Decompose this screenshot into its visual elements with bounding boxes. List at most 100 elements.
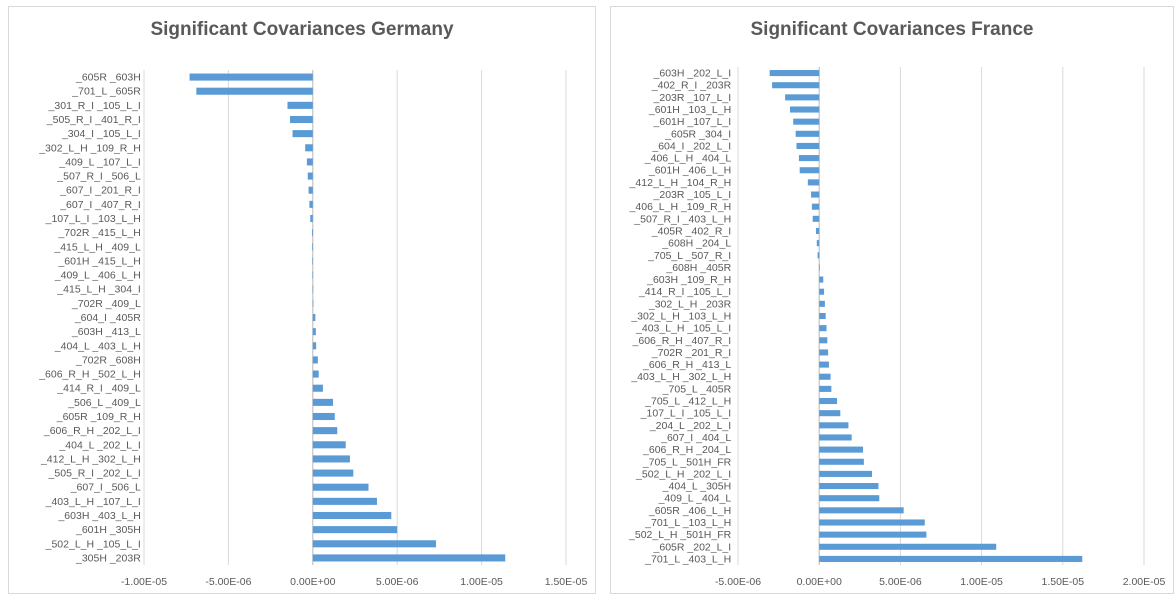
germany-category-label: _505_R_I _401_R_I — [46, 114, 141, 126]
france-category-label: _606_R_H _413_L — [642, 359, 731, 371]
france-bar — [819, 337, 828, 344]
germany-bar — [196, 87, 313, 95]
france-bar — [819, 276, 824, 283]
france-bar — [819, 300, 825, 307]
germany-category-label: _607_I _201_R_I — [59, 185, 141, 197]
france-category-label: _405R _402_R_I — [651, 225, 731, 237]
germany-bar — [312, 526, 398, 534]
germany-bar — [312, 540, 437, 548]
germany-category-label: _412_L_H _302_L_H — [40, 453, 141, 465]
france-category-label: _605R _406_L_H — [648, 505, 731, 517]
france-bar — [819, 543, 997, 550]
germany-category-label: _404_L _202_L_I — [58, 439, 140, 451]
france-category-label: _605R _202_L_I — [653, 541, 732, 553]
france-category-label: _705_L _507_R_I — [647, 250, 731, 262]
germany-bar — [311, 229, 313, 237]
france-category-label: _601H _103_L_H — [648, 104, 731, 116]
germany-bar — [312, 356, 318, 364]
germany-category-label: _507_R_I _506_L — [56, 171, 141, 183]
germany-x-tick-label: 0.00E+00 — [290, 576, 335, 588]
france-bar — [798, 155, 820, 162]
france-category-label: _701_L _103_L_H — [644, 517, 731, 529]
germany-bar — [308, 186, 313, 194]
germany-category-label: _605R _603H — [75, 72, 141, 84]
france-bar — [819, 458, 864, 465]
france-bar — [799, 167, 820, 174]
france-bar — [785, 94, 820, 101]
france-x-tick-label: 2.00E-05 — [1123, 576, 1166, 588]
france-x-tick-label: 1.00E-05 — [960, 576, 1003, 588]
germany-category-label: _607_I _407_R_I — [59, 199, 141, 211]
france-bar — [815, 227, 820, 235]
france-bar — [819, 507, 904, 514]
france-category-label: _603H _109_R_H — [646, 274, 731, 286]
germany-category-label: _409_L _107_L_I — [58, 156, 140, 168]
france-bar — [796, 142, 820, 149]
germany-bar — [312, 271, 314, 279]
france-bar — [819, 410, 841, 417]
germany-bar — [312, 483, 369, 491]
germany-bar — [312, 313, 316, 322]
germany-bar — [312, 370, 319, 378]
germany-x-tick-label: -5.00E-06 — [205, 576, 251, 588]
germany-bar — [312, 243, 313, 251]
germany-category-label: _409_L _406_L_H — [54, 270, 141, 282]
france-category-label: _601H _107_L_I — [653, 116, 732, 128]
germany-category-label: _606_R_H _202_L_I — [43, 425, 141, 437]
germany-category-label: _404_L _403_L_H — [54, 340, 141, 352]
france-bar — [819, 483, 879, 490]
france-x-tick-label: 1.50E-05 — [1041, 576, 1084, 588]
germany-category-label: _415_L_H _304_I — [56, 284, 141, 296]
germany-category-label: _603H _403_L_H — [57, 510, 140, 522]
germany-category-label: _603H _413_L — [71, 326, 141, 338]
germany-bar — [312, 455, 350, 463]
germany-bar — [287, 101, 313, 109]
france-bar — [819, 373, 831, 380]
france-bar — [819, 446, 864, 453]
germany-bar — [312, 412, 335, 421]
france-category-label: _606_R_H _204_L — [642, 444, 731, 456]
germany-category-label: _301_R_I _105_L_I — [48, 100, 141, 112]
germany-bar — [292, 130, 313, 138]
france-bar — [819, 349, 829, 356]
france-bar — [811, 191, 820, 198]
france-category-label: _409_L _404_L — [658, 493, 732, 505]
germany-bar — [312, 257, 313, 265]
france-category-label: _204_L _202_L_I — [649, 420, 731, 432]
chart-title-france: Significant Covariances France — [750, 19, 1034, 40]
france-category-label: _502_L_H _202_L_I — [635, 468, 731, 480]
france-category-label: _705_L _412_L_H — [644, 396, 731, 408]
france-x-tick-label: 5.00E-06 — [879, 576, 922, 588]
germany-category-label: _605R _109_R_H — [56, 411, 141, 423]
germany-category-label: _305H _203R — [75, 552, 141, 564]
france-bar — [793, 118, 820, 125]
germany-category-label: _107_L_I _103_L_H — [45, 213, 141, 225]
france-category-label: _302_L_H _103_L_H — [630, 311, 731, 323]
germany-bar — [312, 511, 392, 520]
france-bar — [812, 215, 820, 222]
chart-germany: Significant Covariances Germany -1.00E-0… — [8, 6, 596, 594]
france-category-label: _406_L_H _404_L — [644, 153, 732, 165]
france-bar — [772, 82, 820, 89]
france-bar — [819, 397, 838, 405]
france-category-label: _412_L_H _104_R_H — [629, 177, 732, 189]
chart-france: Significant Covariances France -5.00E-06… — [610, 6, 1174, 594]
germany-category-label: _304_I _105_L_I — [61, 128, 141, 140]
germany-category-label: _607_I _506_L — [70, 482, 141, 494]
france-category-label: _203R _105_L_I — [653, 189, 732, 201]
france-bar — [819, 495, 880, 502]
germany-bar — [307, 172, 313, 180]
france-category-label: _406_L_H _109_R_H — [629, 201, 732, 213]
france-category-label: _705_L _501H_FR — [642, 456, 732, 468]
france-category-label: _107_L_I _105_L_I — [640, 408, 732, 420]
france-bar — [819, 555, 1083, 562]
germany-bar — [309, 200, 313, 208]
france-category-label: _608H _405R — [665, 262, 731, 274]
france-category-label: _403_L_H _302_L_H — [630, 371, 731, 383]
france-category-label: _403_L_H _105_L_I — [635, 323, 731, 335]
germany-category-label: _506_L _409_L — [67, 397, 141, 409]
france-bar — [819, 531, 927, 538]
germany-bar — [312, 384, 323, 392]
germany-bar — [312, 441, 346, 449]
france-category-label: _203R _107_L_I — [653, 92, 732, 104]
